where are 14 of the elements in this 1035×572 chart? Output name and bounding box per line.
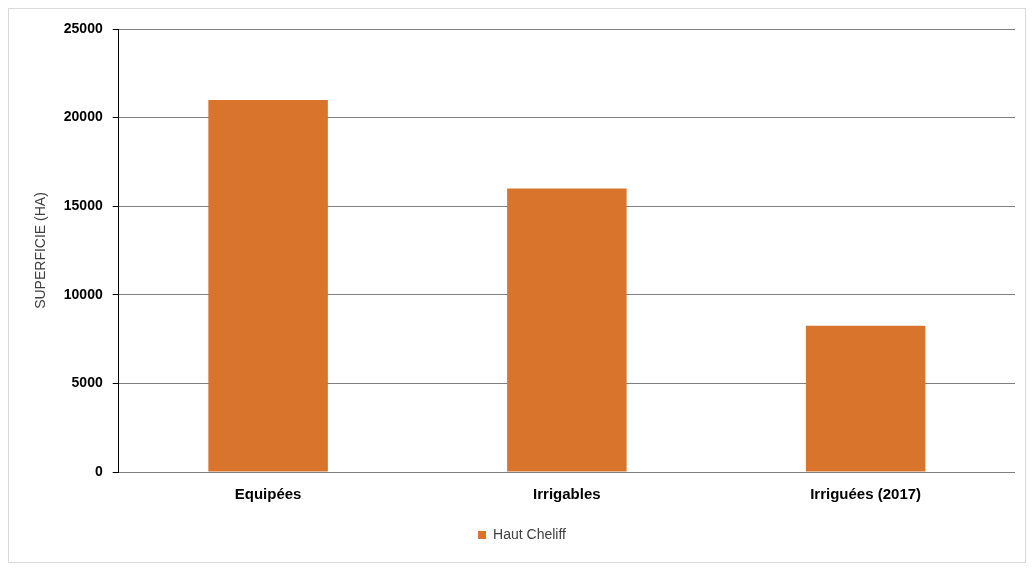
y-tick-label: 5000 [71, 374, 103, 391]
y-tick-label: 0 [94, 462, 103, 479]
x-tick-label: Equipées [234, 485, 302, 503]
y-tick-label: 15000 [63, 197, 103, 214]
legend-label: Haut Cheliff [493, 525, 567, 542]
bar [208, 99, 328, 472]
y-tick-label: 20000 [63, 108, 103, 125]
x-tick-label: Irrigables [533, 485, 601, 503]
y-tick-label: 10000 [63, 285, 103, 302]
bar [507, 188, 627, 472]
bar [805, 325, 926, 472]
y-tick-label: 25000 [63, 19, 103, 36]
x-tick-label: Irriguées (2017) [810, 485, 922, 503]
y-axis-title: SUPERFICIE (HA) [32, 192, 49, 309]
